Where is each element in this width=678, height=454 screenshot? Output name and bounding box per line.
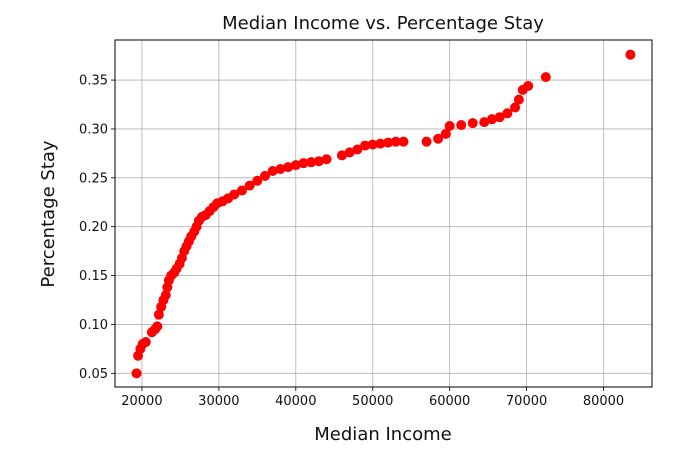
data-point — [502, 108, 513, 119]
x-tick-label: 80000 — [583, 394, 624, 409]
data-point — [398, 136, 409, 147]
data-point — [236, 185, 247, 196]
data-point — [383, 137, 394, 148]
data-point — [306, 157, 317, 168]
x-tick-label: 60000 — [429, 394, 470, 409]
data-point — [421, 136, 432, 147]
data-point — [510, 102, 521, 113]
data-point — [494, 112, 505, 123]
data-point — [336, 150, 347, 161]
data-point — [513, 94, 524, 105]
data-point — [456, 120, 467, 131]
data-point — [433, 133, 444, 144]
y-tick-label: 0.15 — [79, 269, 108, 284]
y-tick-label: 0.35 — [79, 74, 108, 89]
y-tick-label: 0.20 — [79, 220, 108, 235]
data-point — [131, 368, 142, 379]
data-point — [267, 165, 278, 176]
y-axis-label: Percentage Stay — [38, 140, 59, 287]
data-point — [352, 144, 363, 155]
data-point — [140, 337, 151, 348]
data-point — [467, 118, 478, 129]
x-axis-label: Median Income — [314, 424, 451, 445]
y-tick-label: 0.25 — [79, 171, 108, 186]
data-point — [283, 162, 294, 173]
x-tick-label: 50000 — [352, 394, 393, 409]
data-point — [444, 121, 455, 132]
x-tick-label: 30000 — [198, 394, 239, 409]
y-tick-label: 0.05 — [79, 367, 108, 382]
plot-frame — [114, 39, 653, 388]
data-point — [360, 140, 371, 151]
data-point — [540, 72, 551, 83]
data-point — [260, 170, 271, 181]
data-point — [375, 138, 386, 149]
data-point — [153, 309, 164, 320]
x-tick-label: 20000 — [121, 394, 162, 409]
data-point — [479, 117, 490, 128]
chart-title: Median Income vs. Percentage Stay — [222, 13, 544, 34]
data-point — [486, 114, 497, 125]
x-tick-label: 70000 — [506, 394, 547, 409]
data-point — [152, 321, 163, 332]
data-point — [313, 156, 324, 167]
data-point — [160, 290, 171, 301]
ticks: 20000 30000 40000 50000 60000 70000 80000 0.05 0… — [79, 74, 624, 409]
data-point — [523, 80, 534, 91]
data-point — [244, 180, 255, 191]
data-point — [625, 49, 636, 60]
data-point — [367, 139, 378, 150]
data-point — [275, 164, 286, 175]
data-point — [252, 175, 263, 186]
data-point — [229, 189, 240, 200]
grid — [115, 40, 652, 387]
data-point — [390, 136, 401, 147]
data-points — [131, 49, 636, 379]
x-tick-label: 40000 — [275, 394, 316, 409]
data-point — [290, 160, 301, 171]
data-point — [298, 158, 309, 169]
y-tick-label: 0.10 — [79, 318, 108, 333]
y-tick-label: 0.30 — [79, 122, 108, 137]
data-point — [440, 128, 451, 139]
data-point — [344, 147, 355, 158]
data-point — [321, 154, 332, 165]
